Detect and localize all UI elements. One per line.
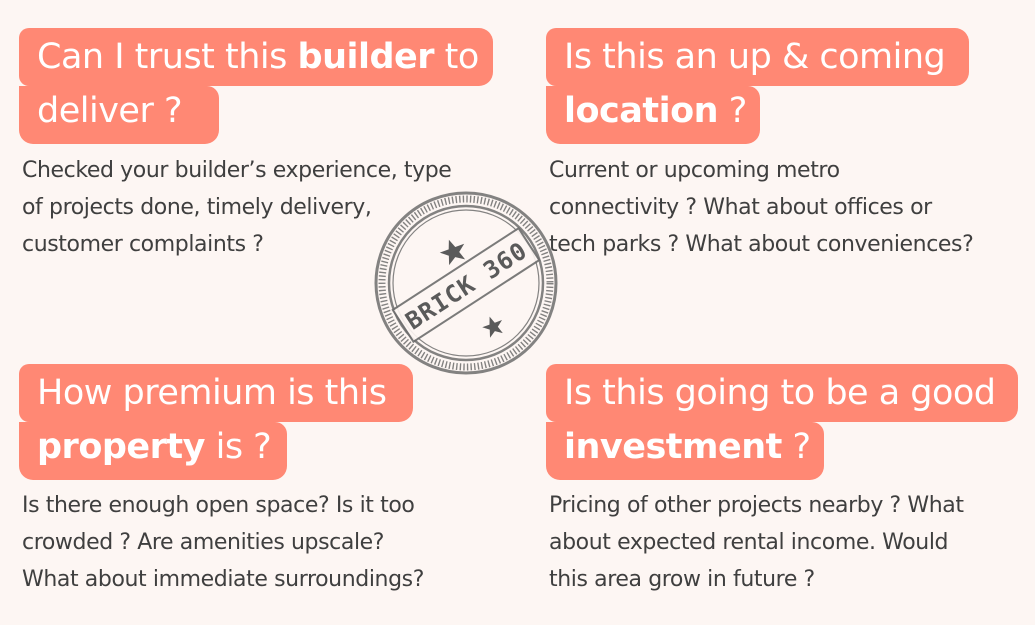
desc-line: connectivity ? What about offices or <box>549 195 932 220</box>
title-line-2: investment ? <box>546 422 824 480</box>
desc-line: What about immediate surroundings? <box>22 567 424 592</box>
brick360-stamp: BRICK 360 <box>371 188 561 378</box>
desc-line: Is there enough open space? Is it too <box>22 493 415 518</box>
stamp-graphic: BRICK 360 <box>374 191 558 375</box>
desc-line: Current or upcoming metro <box>549 158 840 183</box>
desc-line: Checked your builder’s experience, type <box>22 158 452 183</box>
title-line-2: deliver ? <box>19 86 219 144</box>
card-description: Pricing of other projects nearby ? What … <box>549 487 964 598</box>
star-icon <box>439 239 466 266</box>
title-line-1: Is this an up & coming <box>546 28 969 86</box>
desc-line: about expected rental income. Would <box>549 530 949 555</box>
desc-line: tech parks ? What about conveniences? <box>549 232 974 257</box>
title-line-1: Is this going to be a good <box>546 364 1018 422</box>
desc-line: this area grow in future ? <box>549 567 815 592</box>
card-description: Is there enough open space? Is it too cr… <box>22 487 424 598</box>
stamp-text: BRICK 360 <box>401 236 533 335</box>
title-line-1: How premium is this <box>19 364 413 422</box>
desc-line: Pricing of other projects nearby ? What <box>549 493 964 518</box>
desc-line: crowded ? Are amenities upscale? <box>22 530 385 555</box>
star-icon <box>482 316 503 338</box>
desc-line: customer complaints ? <box>22 232 264 257</box>
card-description: Checked your builder’s experience, type … <box>22 152 452 263</box>
title-line-2: location ? <box>546 86 760 144</box>
desc-line: of projects done, timely delivery, <box>22 195 372 220</box>
card-description: Current or upcoming metro connectivity ?… <box>549 152 974 263</box>
title-line-1: Can I trust this builder to <box>19 28 493 86</box>
title-line-2: property is ? <box>19 422 287 480</box>
